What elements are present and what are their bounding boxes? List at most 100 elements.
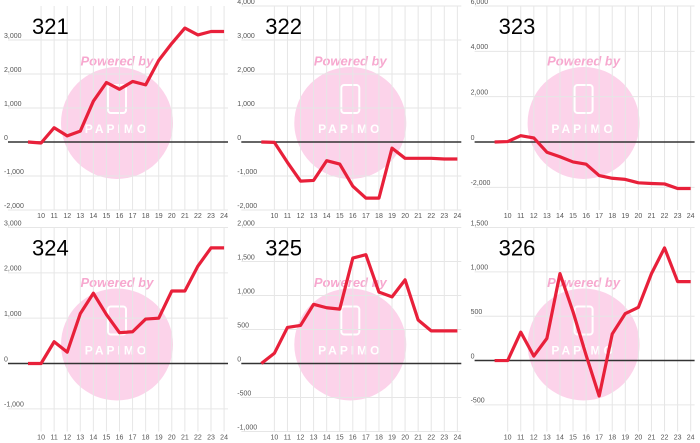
x-tick-label: 19 [388, 213, 396, 220]
x-tick-label: 12 [530, 434, 538, 441]
x-tick-label: 17 [129, 213, 137, 220]
x-tick-label: 23 [440, 213, 448, 220]
watermark-logo: PAPIMO [551, 122, 615, 136]
x-tick-label: 13 [310, 213, 318, 220]
y-tick-label: 1,500 [237, 254, 255, 261]
y-tick-label: 2,000 [471, 90, 489, 97]
x-tick-label: 15 [103, 434, 111, 441]
x-tick-label: 19 [388, 434, 396, 441]
x-tick-label: 15 [103, 213, 111, 220]
x-tick-label: 23 [674, 434, 682, 441]
x-tick-label: 17 [129, 434, 137, 441]
x-tick-label: 21 [648, 213, 656, 220]
x-tick-label: 19 [155, 213, 163, 220]
y-tick-label: 4,000 [471, 44, 489, 51]
x-tick-label: 15 [336, 434, 344, 441]
x-tick-label: 15 [336, 213, 344, 220]
x-tick-label: 13 [543, 213, 551, 220]
watermark-icon [107, 84, 127, 114]
chart-title: 323 [499, 14, 536, 39]
x-tick-label: 12 [63, 213, 71, 220]
x-tick-label: 12 [297, 434, 305, 441]
x-tick-label: 23 [440, 434, 448, 441]
watermark-text: Powered by [314, 275, 388, 290]
x-tick-label: 14 [89, 434, 97, 441]
chart-panel: Powered by PAPIMO -1,000 -500 0 500 1,000 1,500… [237, 220, 461, 441]
x-tick-label: 22 [661, 213, 669, 220]
x-tick-label: 22 [427, 434, 435, 441]
y-tick-label: 0 [237, 356, 241, 363]
x-tick-label: 16 [582, 434, 590, 441]
y-tick-label: 0 [471, 353, 475, 360]
y-tick-label: 1,000 [471, 265, 489, 272]
y-tick-label: 2,000 [237, 220, 255, 227]
y-tick-label: 0 [4, 356, 8, 363]
x-tick-label: 18 [608, 213, 616, 220]
x-tick-label: 16 [116, 213, 124, 220]
x-tick-label: 11 [517, 213, 524, 220]
x-tick-label: 20 [401, 434, 409, 441]
y-tick-label: -1,000 [237, 424, 257, 431]
y-tick-label: 6,000 [471, 0, 489, 6]
watermark-circle [61, 288, 173, 401]
y-tick-label: 3,000 [237, 33, 255, 40]
y-tick-label: 2,000 [4, 266, 22, 273]
x-tick-label: 17 [362, 213, 370, 220]
x-tick-label: 14 [89, 213, 97, 220]
x-tick-label: 20 [168, 434, 176, 441]
y-tick-label: 2,000 [237, 67, 255, 74]
watermark-icon [107, 305, 127, 336]
watermark-circle [61, 67, 173, 179]
x-tick-label: 19 [621, 434, 629, 441]
watermark-icon [573, 84, 594, 114]
y-tick-label: 500 [237, 322, 249, 329]
x-tick-label: 22 [194, 213, 202, 220]
x-tick-label: 19 [155, 434, 163, 441]
x-tick-label: 18 [608, 434, 616, 441]
x-tick-label: 13 [76, 213, 84, 220]
chart-title: 326 [499, 235, 536, 260]
x-tick-label: 11 [517, 434, 524, 441]
x-tick-label: 13 [310, 434, 318, 441]
x-tick-label: 21 [648, 434, 656, 441]
x-tick-label: 20 [634, 434, 642, 441]
x-tick-label: 12 [530, 213, 538, 220]
y-tick-label: 4,000 [237, 0, 255, 6]
y-tick-label: 0 [471, 135, 475, 142]
y-tick-label: -2,000 [471, 180, 491, 187]
x-tick-label: 16 [582, 213, 590, 220]
watermark-text: Powered by [81, 275, 155, 290]
x-tick-label: 11 [284, 213, 291, 220]
x-tick-label: 24 [453, 213, 461, 220]
x-tick-label: 20 [168, 213, 176, 220]
x-tick-label: 15 [569, 434, 577, 441]
y-tick-label: -1,000 [237, 169, 257, 176]
y-tick-label: 3,000 [4, 220, 22, 227]
y-tick-label: 2,000 [4, 67, 22, 74]
watermark-circle [527, 67, 640, 179]
chart-title: 322 [265, 14, 302, 39]
watermark-logo: PAPIMO [318, 344, 382, 358]
watermark-logo: PAPIMO [85, 344, 149, 358]
x-tick-label: 12 [297, 213, 305, 220]
y-tick-label: -500 [471, 398, 485, 405]
x-tick-label: 10 [504, 213, 512, 220]
x-tick-label: 24 [453, 434, 461, 441]
y-tick-label: 1,500 [471, 220, 489, 227]
x-tick-label: 23 [674, 213, 682, 220]
x-tick-label: 24 [687, 434, 695, 441]
x-tick-label: 14 [556, 213, 564, 220]
x-tick-label: 21 [181, 434, 189, 441]
x-tick-label: 17 [362, 434, 370, 441]
x-tick-label: 10 [37, 213, 45, 220]
y-tick-label: 1,000 [4, 101, 22, 108]
watermark-text: Powered by [547, 53, 621, 68]
x-tick-label: 12 [63, 434, 71, 441]
chart-panel: Powered by PAPIMO -2,000 -1,000 0 1,000 2,000 3… [4, 6, 228, 220]
chart-panel: Powered by PAPIMO -2,000 0 2,000 4,000 6,000 10… [471, 0, 695, 220]
data-line [260, 253, 458, 365]
y-tick-label: 0 [4, 135, 8, 142]
x-tick-label: 14 [556, 434, 564, 441]
